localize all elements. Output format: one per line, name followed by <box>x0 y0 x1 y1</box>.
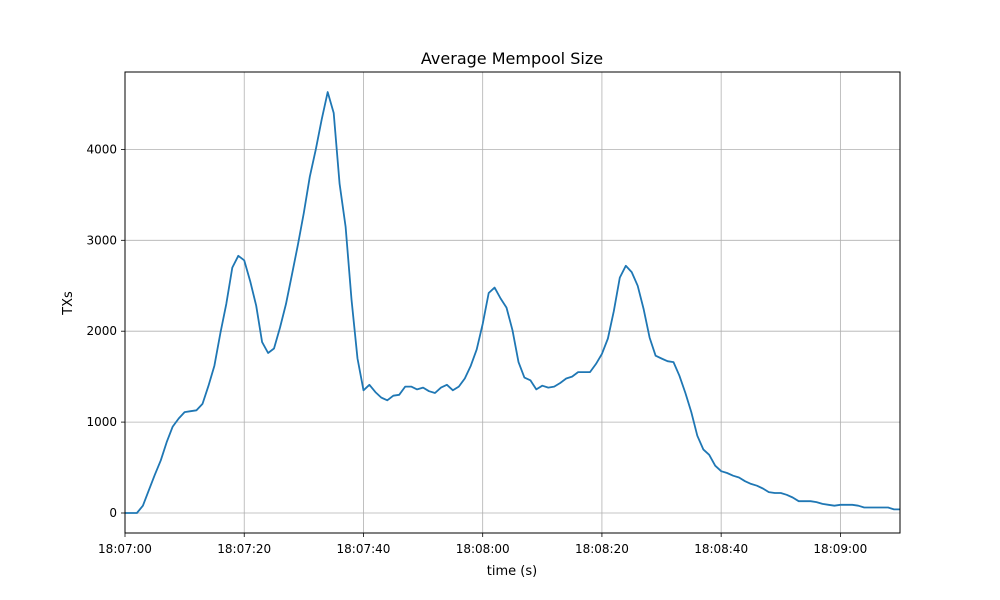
x-tick-label: 18:08:40 <box>694 542 748 556</box>
y-tick-label: 1000 <box>86 415 117 429</box>
y-tick-label: 0 <box>109 506 117 520</box>
x-tick-label: 18:07:00 <box>98 542 152 556</box>
y-tick-label: 2000 <box>86 324 117 338</box>
series-line <box>125 91 900 514</box>
plot-frame <box>124 71 901 534</box>
x-tick-label: 18:07:40 <box>337 542 391 556</box>
y-axis-ticks: 0 1000 2000 3000 4000 <box>86 142 125 520</box>
x-axis-label: time (s) <box>487 564 537 579</box>
y-tick-label: 3000 <box>86 233 117 247</box>
x-tick-label: 18:08:00 <box>456 542 510 556</box>
chart-title: Average Mempool Size <box>421 49 603 68</box>
x-tick-label: 18:08:20 <box>575 542 629 556</box>
grid-lines <box>124 72 900 533</box>
x-tick-label: 18:09:00 <box>813 542 867 556</box>
y-tick-label: 4000 <box>86 142 117 156</box>
x-axis-ticks: 18:07:00 18:07:20 18:07:40 18:08:00 18:08:20… <box>98 533 867 556</box>
x-tick-label: 18:07:20 <box>217 542 271 556</box>
y-axis-label: TXs <box>61 291 76 316</box>
